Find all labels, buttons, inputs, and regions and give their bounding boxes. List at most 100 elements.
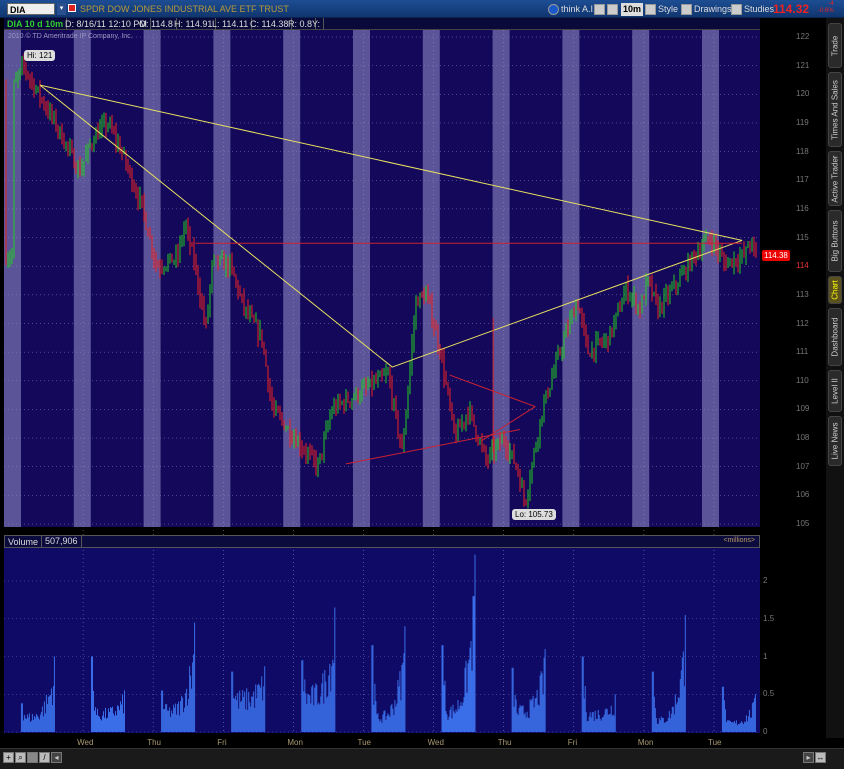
- current-price-badge: 114.38: [762, 250, 790, 261]
- session-band: [73, 30, 91, 527]
- change-percent: -0.6%: [818, 8, 834, 14]
- symbol-input[interactable]: DIA: [7, 3, 55, 15]
- sidebar-tab-times-and-sales[interactable]: Times And Sales: [828, 72, 842, 147]
- volume-tick-label: 2: [763, 576, 768, 585]
- sidebar-tab-big-buttons[interactable]: Big Buttons: [828, 210, 842, 272]
- price-axis[interactable]: [760, 30, 826, 740]
- price-tick-label: 105: [796, 519, 810, 529]
- bar-low: L: 114.11: [209, 18, 253, 30]
- sidebar-tab-level-ii[interactable]: Level II: [828, 370, 842, 412]
- line-tool-icon[interactable]: /: [39, 752, 50, 763]
- price-tick-label: 106: [796, 490, 810, 500]
- drawings-button[interactable]: Drawings: [681, 3, 732, 16]
- chart-style-icon: [645, 4, 656, 16]
- price-tick-label: 109: [796, 404, 810, 414]
- date-tick-label: Thu: [147, 738, 161, 747]
- session-band: [702, 30, 719, 527]
- sidebar-tab-label: Big Buttons: [830, 220, 840, 262]
- sidebar-tab-dashboard[interactable]: Dashboard: [828, 308, 842, 366]
- price-bars: [5, 53, 757, 509]
- change-value: -4: [828, 1, 834, 7]
- sidebar-tab-chart[interactable]: Chart: [828, 276, 842, 304]
- sidebar-tab-label: Trade: [830, 35, 840, 56]
- magnifier-icon[interactable]: ⌕: [15, 752, 26, 763]
- drawings: [39, 84, 743, 465]
- price-tick-label: 121: [796, 60, 810, 70]
- price-tick-label: 114: [796, 261, 809, 271]
- date-tick-label: Mon: [637, 738, 654, 747]
- style-button[interactable]: Style: [645, 3, 678, 16]
- price-tick-label: 119: [796, 117, 809, 127]
- price-tick-label: 112: [796, 318, 809, 328]
- symbol-description: SPDR DOW JONES INDUSTRIAL AVE ETF TRUST: [80, 4, 289, 14]
- date-tick-label: Tue: [357, 738, 372, 747]
- price-tick-label: 107: [796, 461, 810, 471]
- volume-label: Volume: [8, 537, 39, 547]
- session-bands: [4, 30, 760, 733]
- price-tick-label: 116: [796, 203, 809, 213]
- volume-tick-label: 0.5: [763, 689, 775, 699]
- trendline: [39, 84, 743, 241]
- price-tick-label: 117: [796, 175, 809, 185]
- date-tick-label: Wed: [77, 738, 94, 747]
- sidebar-tab-active-trader[interactable]: Active Trader: [828, 151, 842, 206]
- expand-icon[interactable]: ↔: [815, 752, 826, 763]
- studies-button[interactable]: Studies: [731, 3, 774, 16]
- net-change: -4 -0.6%: [818, 1, 834, 15]
- sidebar-tab-label: Live News: [830, 422, 840, 460]
- bar-close: C: 114.38: [247, 18, 293, 30]
- bar-high: H: 114.91: [171, 18, 217, 30]
- session-band: [4, 30, 21, 527]
- price-tick-label: 108: [796, 433, 810, 443]
- copyright: 2010 © TD Ameritrade IP Company, Inc.: [8, 33, 133, 40]
- price-tick-label: 111: [796, 347, 809, 357]
- price-tick-label: 120: [796, 89, 810, 99]
- volume-bars: [20, 554, 756, 732]
- chart-period[interactable]: DIA 10 d 10m: [4, 18, 68, 30]
- session-band: [283, 30, 301, 527]
- session-band: [562, 30, 580, 527]
- sidebar-tab-trade[interactable]: Trade: [828, 23, 842, 68]
- scroll-left-icon[interactable]: ◂: [51, 752, 62, 763]
- price-tick-label: 110: [796, 375, 809, 385]
- date-tick-label: Fri: [217, 738, 227, 747]
- timeframe-button[interactable]: 10m: [621, 3, 644, 16]
- eraser-icon[interactable]: [27, 752, 38, 763]
- pencil-icon: [681, 4, 692, 16]
- zoom-tool-button[interactable]: [607, 3, 620, 16]
- sidebar-tab-live-news[interactable]: Live News: [828, 416, 842, 466]
- bottom-toolbar: + ⌕ / ◂ ▸ ↔: [0, 748, 844, 769]
- alert-flag-icon[interactable]: [68, 4, 76, 12]
- price-tick-label: 118: [796, 146, 809, 156]
- date-tick-label: Thu: [497, 738, 512, 747]
- session-band: [143, 30, 161, 527]
- studies-icon: [731, 4, 742, 16]
- date-tick-label: Tue: [708, 738, 722, 747]
- price-tick-label: 113: [796, 289, 809, 299]
- crosshair-icon[interactable]: +: [3, 752, 14, 763]
- volume-pane-background: [4, 548, 760, 733]
- date-tick-label: Mon: [287, 738, 303, 747]
- think-ai-button[interactable]: think A.I.: [548, 3, 596, 16]
- sidebar-tab-label: Times And Sales: [830, 79, 840, 140]
- session-band: [422, 30, 440, 527]
- volume-value: 507,906: [41, 536, 82, 547]
- title-bar: DIA ▾ SPDR DOW JONES INDUSTRIAL AVE ETF …: [0, 0, 844, 18]
- volume-header: Volume 507,906 <millions>: [4, 535, 760, 548]
- date-tick-label: Fri: [567, 738, 578, 747]
- trendline: [39, 84, 743, 368]
- session-band: [353, 30, 370, 527]
- session-band: [492, 30, 510, 527]
- volume-units: <millions>: [723, 537, 755, 544]
- volume-tick-label: 1: [763, 651, 768, 661]
- think-ai-icon: [548, 4, 559, 16]
- symbol-dropdown-icon[interactable]: ▾: [57, 3, 66, 15]
- crosshair-icon: [594, 4, 605, 16]
- sidebar-tab-label: Level II: [830, 378, 840, 404]
- price-tick-label: 122: [796, 32, 810, 41]
- bar-range: R: 0.8: [285, 18, 317, 30]
- volume-tick-label: 0: [763, 727, 768, 736]
- scroll-right-icon[interactable]: ▸: [803, 752, 814, 763]
- crosshair-tool-button[interactable]: [594, 3, 607, 16]
